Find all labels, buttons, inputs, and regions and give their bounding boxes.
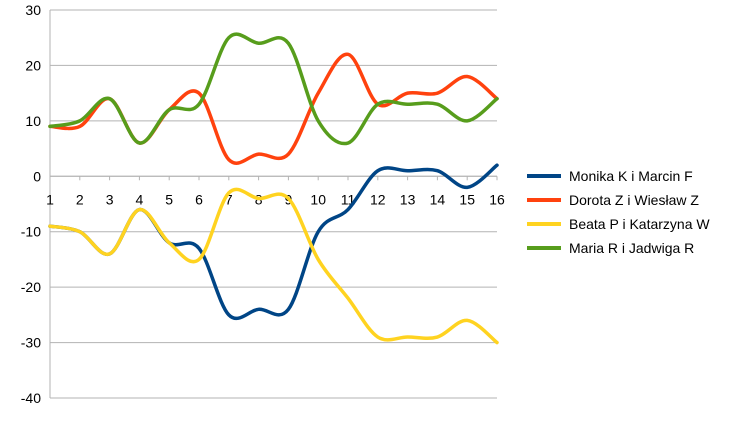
x-tick-label: 5 [165, 191, 173, 207]
x-tick-label: 13 [400, 191, 416, 207]
x-tick-label: 2 [76, 191, 84, 207]
x-tick-label: 10 [310, 191, 326, 207]
x-tick-label: 14 [430, 191, 446, 207]
y-tick-label: 0 [33, 168, 41, 184]
x-tick-label: 12 [370, 191, 386, 207]
y-tick-labels: -40 -30 -20 -10 0 10 20 30 [21, 2, 41, 406]
legend-label: Maria R i Jadwiga R [569, 240, 694, 256]
x-tick-label: 4 [136, 191, 144, 207]
x-tick-label: 15 [459, 191, 475, 207]
legend-label: Beata P i Katarzyna W [569, 216, 710, 232]
series-line-3 [50, 189, 497, 342]
series-line-1 [50, 165, 497, 318]
y-tick-label: -40 [21, 390, 41, 406]
x-tick-label: 1 [46, 191, 54, 207]
series-line-4 [50, 34, 497, 143]
legend-label: Monika K i Marcin F [569, 168, 693, 184]
x-tick-label: 3 [106, 191, 114, 207]
legend: Monika K i Marcin F Dorota Z i Wiesław Z B… [527, 168, 710, 256]
y-tick-label: 20 [25, 57, 41, 73]
y-tick-label: -20 [21, 279, 41, 295]
y-tick-label: 30 [25, 2, 41, 18]
x-tick-label: 6 [195, 191, 203, 207]
x-tick-label: 16 [489, 191, 505, 207]
y-tick-label: -30 [21, 335, 41, 351]
series-lines [50, 34, 497, 342]
y-tick-label: -10 [21, 224, 41, 240]
legend-label: Dorota Z i Wiesław Z [569, 192, 699, 208]
y-tick-label: 10 [25, 113, 41, 129]
